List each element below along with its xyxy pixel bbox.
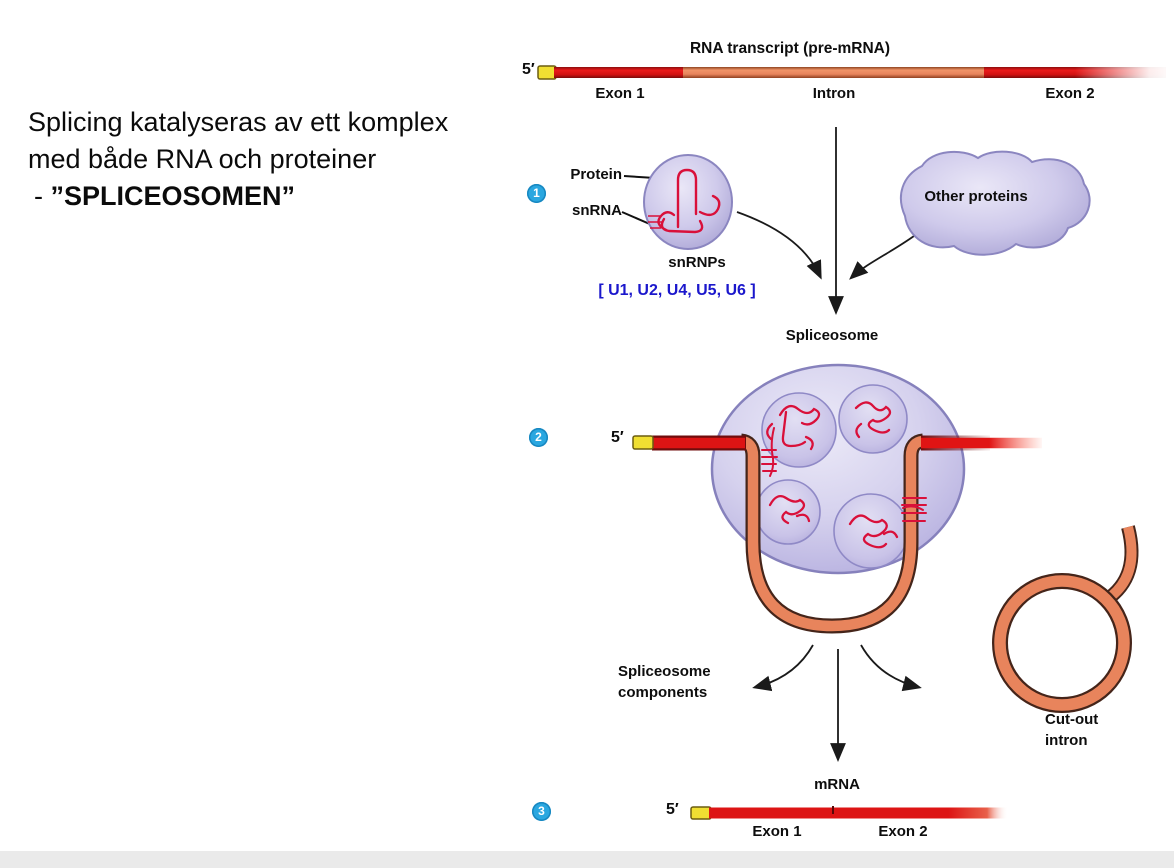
bar-fade	[1075, 62, 1174, 83]
cutout-line1: Cut-out	[1045, 711, 1099, 728]
slide-text-line3: - ”SPLICEOSOMEN”	[28, 178, 448, 215]
five-prime-cap-bottom	[690, 806, 712, 820]
snrnp-blob	[643, 154, 733, 250]
spliceosome-components-label: Spliceosome components	[618, 661, 711, 703]
spliceosomen-term: ”SPLICEOSOMEN”	[50, 181, 296, 211]
intron-label-top: Intron	[812, 85, 856, 102]
slide-text-line1: Splicing katalyseras av ett komplex	[28, 107, 449, 137]
mrna-bar	[690, 806, 1008, 820]
snrna-leader-line	[621, 211, 653, 226]
pre-mrna-title: RNA transcript (pre-mRNA)	[689, 40, 891, 57]
five-prime-cap-mid	[632, 435, 654, 450]
exon2-label-top: Exon 2	[1045, 85, 1095, 102]
exon2-label-bottom: Exon 2	[878, 823, 928, 840]
snrnp-subunit-3	[755, 479, 821, 545]
snrnps-label: snRNPs	[668, 254, 726, 271]
subunit-rna-strands	[766, 401, 899, 549]
step-3-badge: 3	[532, 802, 551, 821]
other-proteins-label: Other proteins	[924, 188, 1028, 205]
cut-out-intron-label: Cut-out intron	[1045, 709, 1098, 751]
exon1-label-bottom: Exon 1	[752, 823, 802, 840]
splice-site-basepairing	[761, 427, 927, 522]
components-left-arrow	[752, 644, 814, 692]
exon1-label-top: Exon 1	[595, 85, 645, 102]
snrnp-subunit-4	[833, 493, 909, 569]
components-right-arrow	[860, 644, 922, 692]
lariat-ring	[994, 575, 1130, 711]
cutout-line2: intron	[1045, 732, 1088, 749]
spliceosome-body	[710, 363, 966, 575]
intron-loop	[740, 435, 924, 632]
step-1-badge: 1	[527, 184, 546, 203]
protein-label: Protein	[570, 166, 622, 183]
snrnp-arrow	[736, 211, 822, 280]
snrnp-particle	[621, 154, 733, 250]
mrna-label: mRNA	[814, 776, 860, 793]
five-prime-label-mid: 5′	[611, 429, 624, 446]
slide-text-dash: -	[34, 181, 51, 211]
components-line1: Spliceosome	[618, 663, 711, 680]
slide-footer-strip	[0, 851, 1174, 868]
pre-mrna-bar	[537, 62, 1174, 83]
five-prime-cap-top	[537, 65, 557, 80]
five-prime-label-top: 5′	[522, 61, 535, 78]
other-proteins-arrow	[849, 235, 915, 280]
five-prime-label-bottom: 5′	[666, 801, 679, 818]
u-snrnps-list: [ U1, U2, U4, U5, U6 ]	[598, 282, 756, 299]
step-2-badge: 2	[529, 428, 548, 447]
exon1-segment	[554, 67, 684, 78]
other-proteins-blob	[899, 150, 1091, 256]
components-line2: components	[618, 684, 708, 701]
slide-text-line2: med både RNA och proteiner	[28, 144, 377, 174]
snrna-label: snRNA	[571, 202, 622, 219]
cut-out-intron-lariat	[992, 525, 1139, 713]
slide-text: Splicing katalyseras av ett komplex med …	[28, 104, 448, 215]
snrna-basepair-ticks	[648, 215, 662, 229]
spliceosome-label: Spliceosome	[785, 327, 879, 344]
intron-segment	[683, 67, 985, 78]
